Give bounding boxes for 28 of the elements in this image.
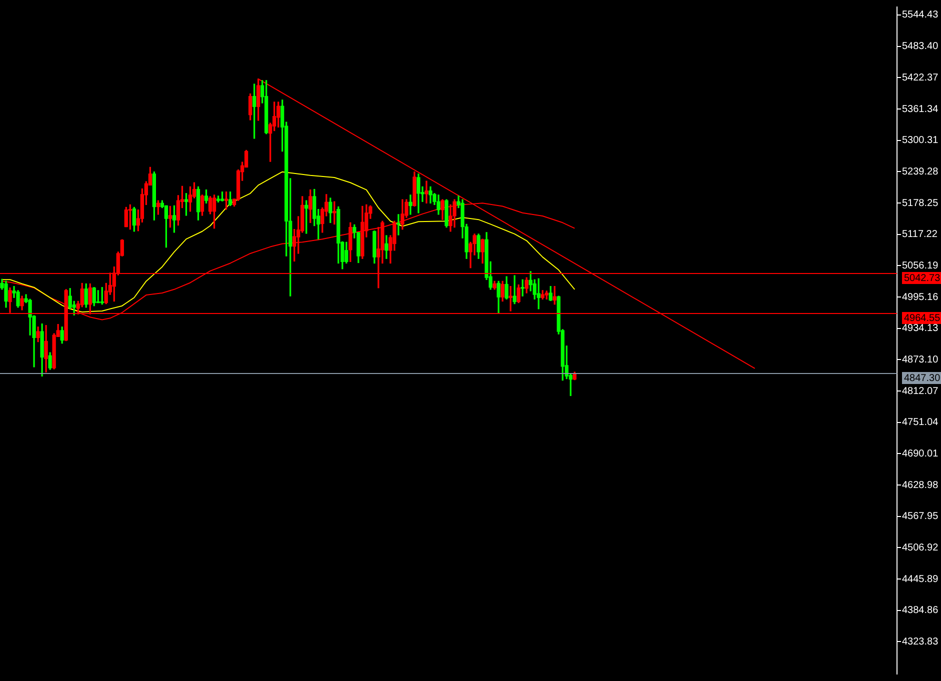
- y-tick-label: 4567.95: [902, 511, 939, 522]
- y-tick-label: 5544.43: [902, 10, 939, 21]
- y-tick-label: 4628.98: [902, 480, 939, 491]
- ref-line-label: 4847.30: [904, 372, 941, 384]
- y-tick-label: 5178.25: [902, 198, 939, 209]
- y-tick-label: 5239.28: [902, 166, 939, 178]
- y-tick-label: 4690.01: [902, 448, 939, 460]
- y-tick-label: 4873.10: [902, 354, 939, 366]
- ref-line-label: 4964.55: [904, 312, 941, 324]
- y-tick-label: 4995.16: [902, 292, 939, 303]
- candlestick: [396, 214, 400, 236]
- y-tick-label: 4751.04: [902, 417, 939, 428]
- y-tick-label: 4506.92: [902, 542, 939, 554]
- y-tick-label: 4934.13: [902, 323, 939, 334]
- y-tick-label: 5361.34: [902, 104, 939, 115]
- y-tick-label: 5056.19: [902, 260, 939, 272]
- y-tick-label: 4812.07: [902, 386, 939, 397]
- y-tick-label: 5300.31: [902, 135, 939, 146]
- candlestick: [424, 180, 428, 204]
- candlestick: [408, 194, 412, 215]
- y-tick-label: 4445.89: [902, 574, 939, 585]
- y-tick-label: 5422.37: [902, 72, 939, 84]
- y-tick-label: 5117.22: [902, 229, 938, 240]
- y-tick-label: 5483.40: [902, 41, 939, 52]
- y-tick-label: 4384.86: [902, 605, 939, 616]
- ref-line-label: 5042.73: [904, 272, 941, 284]
- candlestick: [512, 275, 516, 304]
- y-tick-label: 4323.83: [902, 636, 939, 648]
